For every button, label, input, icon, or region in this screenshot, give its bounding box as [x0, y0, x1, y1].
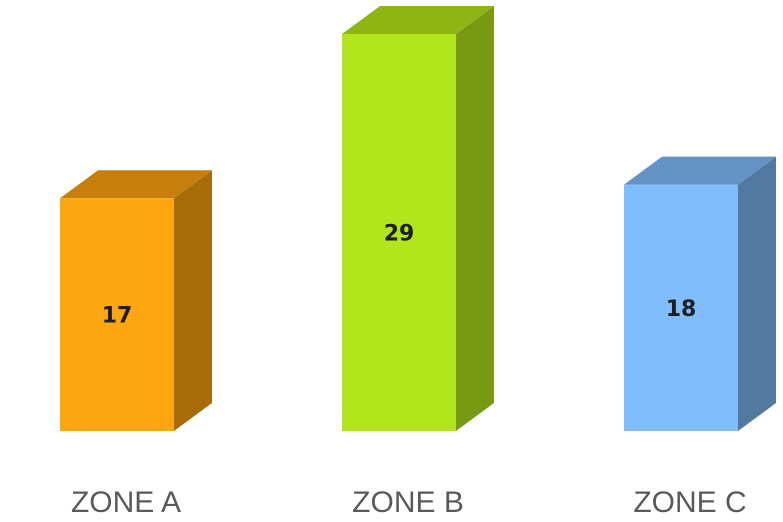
bar-zone-b: [342, 34, 456, 431]
data-label-zone-a: 17: [102, 304, 133, 329]
data-label-zone-b: 29: [384, 222, 415, 247]
bar-side-zone-c: [738, 156, 776, 431]
category-label-zone-c: ZONE C: [633, 486, 746, 519]
category-label-zone-b: ZONE B: [352, 486, 464, 519]
bar-top-zone-b: [342, 6, 494, 34]
bar-zone-a: [60, 198, 174, 431]
bar-top-zone-a: [60, 170, 212, 199]
bar-side-zone-b: [456, 6, 494, 431]
data-label-zone-c: 18: [666, 297, 697, 322]
bar-side-zone-a: [174, 170, 212, 431]
category-label-zone-a: ZONE A: [71, 486, 181, 519]
bar-zone-c: [624, 184, 738, 431]
bar-top-zone-c: [624, 156, 776, 185]
